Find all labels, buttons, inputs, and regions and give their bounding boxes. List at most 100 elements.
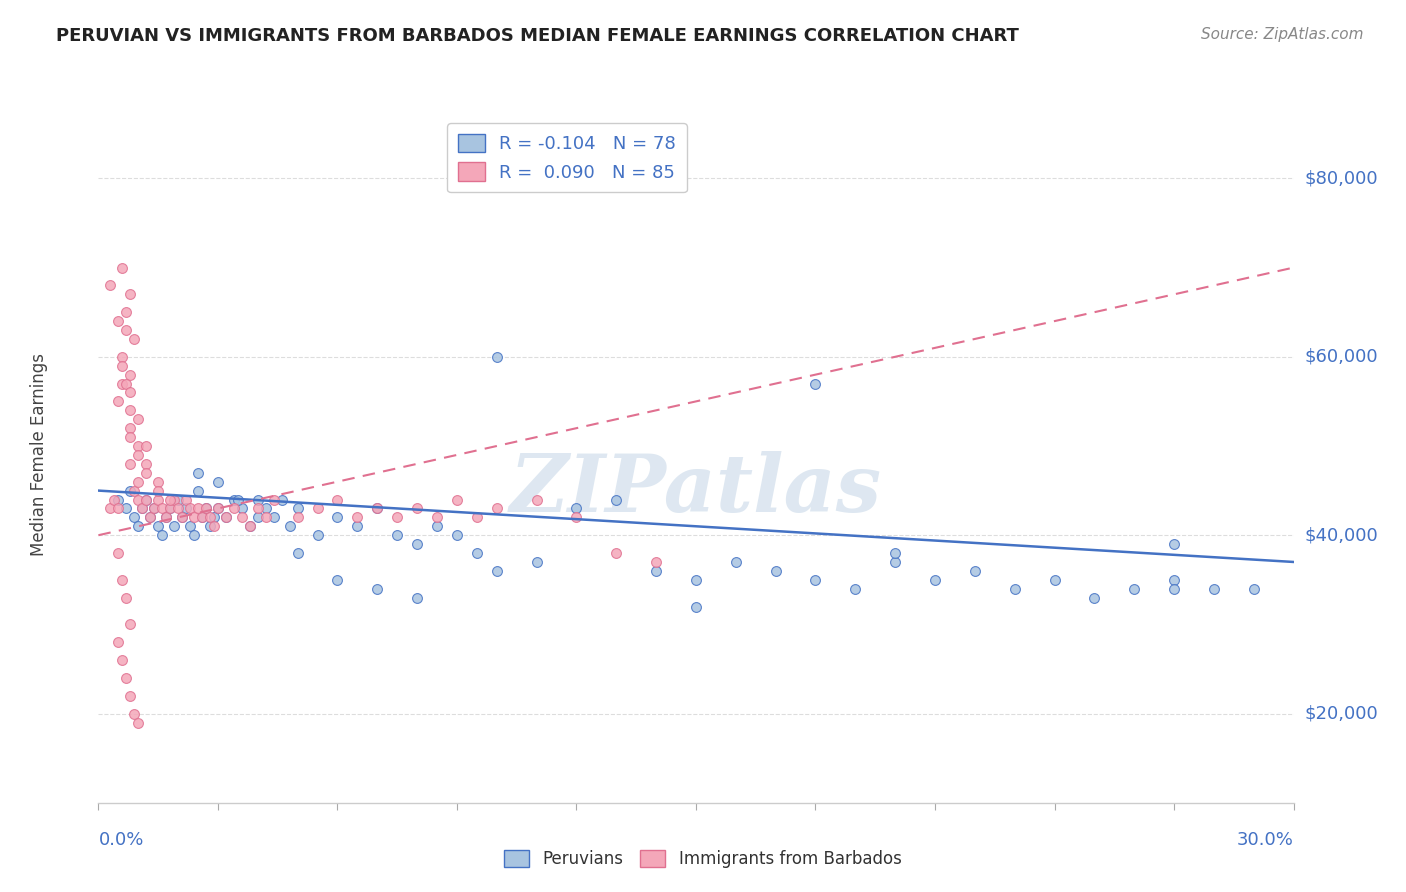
Point xyxy=(163,492,186,507)
Point xyxy=(127,448,149,462)
Point xyxy=(172,510,194,524)
Point xyxy=(107,635,129,649)
Text: $60,000: $60,000 xyxy=(1305,348,1378,366)
Point xyxy=(98,278,122,293)
Point xyxy=(111,350,134,364)
Point xyxy=(127,439,149,453)
Point xyxy=(222,501,245,516)
Point xyxy=(107,546,129,560)
Point xyxy=(107,314,129,328)
Point xyxy=(120,483,142,498)
Point xyxy=(426,519,449,533)
Point xyxy=(1043,573,1066,587)
Legend: R = -0.104   N = 78, R =  0.090   N = 85: R = -0.104 N = 78, R = 0.090 N = 85 xyxy=(447,123,688,193)
Point xyxy=(1163,573,1185,587)
Point xyxy=(202,510,225,524)
Point xyxy=(179,519,201,533)
Point xyxy=(183,528,205,542)
Point xyxy=(346,510,368,524)
Point xyxy=(605,546,627,560)
Point xyxy=(139,510,162,524)
Point xyxy=(765,564,787,578)
Text: Median Female Earnings: Median Female Earnings xyxy=(30,353,48,557)
Point xyxy=(148,519,170,533)
Point xyxy=(148,483,170,498)
Point xyxy=(120,403,142,417)
Point xyxy=(1163,582,1185,596)
Point xyxy=(263,492,285,507)
Point xyxy=(366,501,388,516)
Text: $20,000: $20,000 xyxy=(1305,705,1378,723)
Point xyxy=(183,510,205,524)
Point xyxy=(270,492,292,507)
Point xyxy=(645,555,668,569)
Point xyxy=(187,501,209,516)
Point xyxy=(167,492,190,507)
Point xyxy=(135,492,157,507)
Point xyxy=(307,501,329,516)
Point xyxy=(148,475,170,489)
Point xyxy=(131,501,153,516)
Point xyxy=(485,564,508,578)
Point xyxy=(150,528,173,542)
Point xyxy=(98,501,122,516)
Point xyxy=(804,573,827,587)
Point xyxy=(127,475,149,489)
Point xyxy=(1123,582,1146,596)
Point xyxy=(194,501,218,516)
Point xyxy=(278,519,301,533)
Point xyxy=(115,671,138,685)
Text: PERUVIAN VS IMMIGRANTS FROM BARBADOS MEDIAN FEMALE EARNINGS CORRELATION CHART: PERUVIAN VS IMMIGRANTS FROM BARBADOS MED… xyxy=(56,27,1019,45)
Point xyxy=(263,510,285,524)
Point xyxy=(120,385,142,400)
Point xyxy=(366,501,388,516)
Point xyxy=(143,501,166,516)
Point xyxy=(844,582,866,596)
Text: Source: ZipAtlas.com: Source: ZipAtlas.com xyxy=(1201,27,1364,42)
Point xyxy=(1083,591,1105,605)
Point xyxy=(724,555,747,569)
Point xyxy=(366,582,388,596)
Point xyxy=(1202,582,1225,596)
Point xyxy=(215,510,238,524)
Point xyxy=(174,501,197,516)
Point xyxy=(111,359,134,373)
Point xyxy=(111,573,134,587)
Point xyxy=(326,510,349,524)
Point xyxy=(1004,582,1026,596)
Point xyxy=(565,510,588,524)
Point xyxy=(307,528,329,542)
Point xyxy=(254,501,277,516)
Point xyxy=(131,501,153,516)
Point xyxy=(207,501,229,516)
Point xyxy=(124,706,146,721)
Point xyxy=(135,492,157,507)
Point xyxy=(124,483,146,498)
Point xyxy=(155,510,177,524)
Point xyxy=(159,492,181,507)
Point xyxy=(685,599,707,614)
Point xyxy=(207,475,229,489)
Point xyxy=(159,501,181,516)
Point xyxy=(124,510,146,524)
Point xyxy=(191,510,214,524)
Point xyxy=(127,492,149,507)
Point xyxy=(385,528,409,542)
Point xyxy=(385,510,409,524)
Point xyxy=(115,501,138,516)
Point xyxy=(115,376,138,391)
Text: $80,000: $80,000 xyxy=(1305,169,1378,187)
Point xyxy=(120,430,142,444)
Point xyxy=(167,501,190,516)
Point xyxy=(143,501,166,516)
Point xyxy=(120,368,142,382)
Point xyxy=(406,591,429,605)
Point xyxy=(107,492,129,507)
Text: ZIPatlas: ZIPatlas xyxy=(510,451,882,528)
Point xyxy=(446,492,468,507)
Point xyxy=(287,546,309,560)
Point xyxy=(148,492,170,507)
Point xyxy=(565,501,588,516)
Point xyxy=(963,564,986,578)
Point xyxy=(526,492,548,507)
